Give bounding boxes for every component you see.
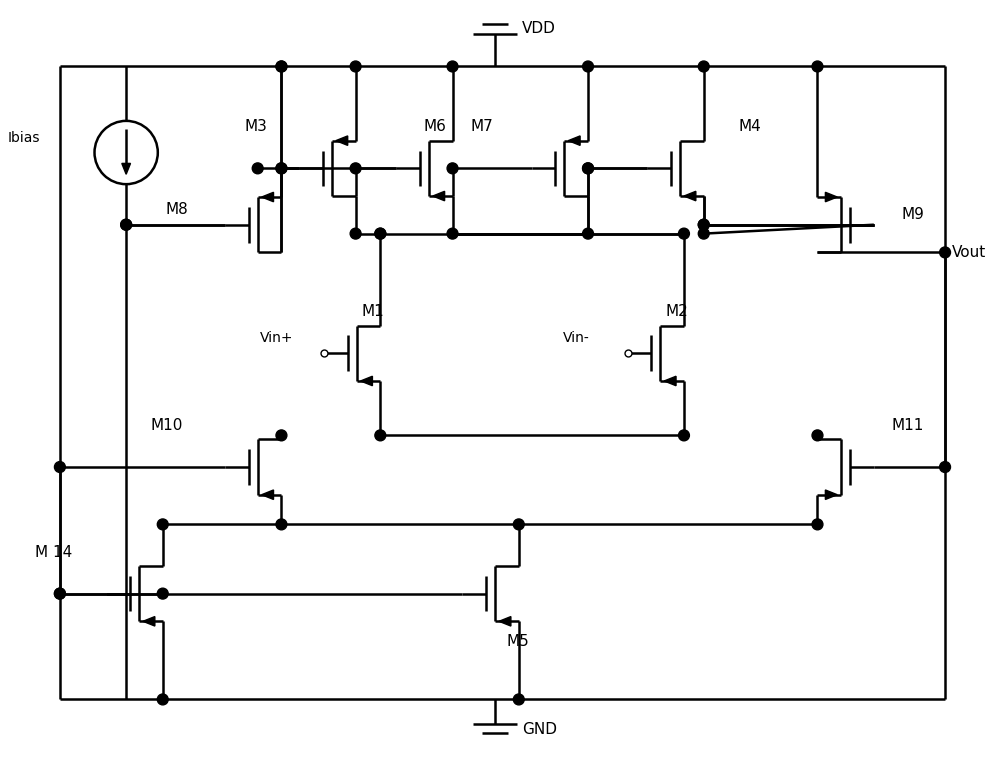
- Circle shape: [54, 462, 65, 472]
- Circle shape: [583, 61, 593, 72]
- Text: M1: M1: [362, 304, 384, 319]
- Circle shape: [513, 519, 524, 530]
- Text: M7: M7: [470, 119, 493, 134]
- Polygon shape: [825, 490, 837, 500]
- Circle shape: [812, 519, 823, 530]
- Circle shape: [583, 228, 593, 239]
- Circle shape: [375, 228, 386, 239]
- Circle shape: [940, 462, 950, 472]
- Polygon shape: [825, 193, 837, 202]
- Circle shape: [276, 163, 287, 174]
- Circle shape: [350, 163, 361, 174]
- Text: GND: GND: [522, 722, 557, 737]
- Polygon shape: [262, 490, 274, 500]
- Circle shape: [698, 61, 709, 72]
- Circle shape: [276, 61, 287, 72]
- Circle shape: [276, 519, 287, 530]
- Text: M 14: M 14: [35, 544, 72, 559]
- Polygon shape: [684, 191, 696, 201]
- Circle shape: [698, 219, 709, 230]
- Text: Ibias: Ibias: [7, 130, 40, 145]
- Circle shape: [121, 219, 132, 230]
- Circle shape: [252, 163, 263, 174]
- Text: M10: M10: [151, 418, 183, 433]
- Circle shape: [698, 228, 709, 239]
- Circle shape: [375, 228, 386, 239]
- Circle shape: [583, 163, 593, 174]
- Circle shape: [447, 61, 458, 72]
- Circle shape: [679, 228, 689, 239]
- Circle shape: [276, 61, 287, 72]
- Circle shape: [513, 694, 524, 705]
- Circle shape: [812, 430, 823, 441]
- Polygon shape: [361, 376, 372, 386]
- Circle shape: [583, 163, 593, 174]
- Circle shape: [157, 519, 168, 530]
- Text: M9: M9: [902, 208, 924, 222]
- Circle shape: [812, 61, 823, 72]
- Circle shape: [350, 61, 361, 72]
- Text: M6: M6: [424, 119, 447, 134]
- Text: Vin+: Vin+: [260, 331, 293, 346]
- Text: Vin-: Vin-: [563, 331, 590, 346]
- Text: M2: M2: [665, 304, 688, 319]
- Circle shape: [447, 163, 458, 174]
- Polygon shape: [262, 193, 274, 202]
- Polygon shape: [664, 376, 676, 386]
- Polygon shape: [433, 191, 445, 201]
- Circle shape: [276, 430, 287, 441]
- Text: M5: M5: [507, 634, 530, 649]
- Text: M11: M11: [892, 418, 924, 433]
- Text: M4: M4: [738, 119, 761, 134]
- Circle shape: [121, 219, 132, 230]
- Text: M8: M8: [166, 202, 188, 218]
- Circle shape: [698, 219, 709, 230]
- Text: Vout: Vout: [952, 245, 986, 260]
- Circle shape: [157, 588, 168, 599]
- Text: VDD: VDD: [522, 21, 556, 36]
- Circle shape: [447, 228, 458, 239]
- Text: M3: M3: [245, 119, 268, 134]
- Polygon shape: [568, 136, 580, 146]
- Circle shape: [940, 247, 950, 258]
- Polygon shape: [336, 136, 348, 146]
- Circle shape: [679, 430, 689, 441]
- Circle shape: [350, 228, 361, 239]
- Circle shape: [375, 430, 386, 441]
- Polygon shape: [499, 616, 511, 626]
- Polygon shape: [143, 616, 155, 626]
- Circle shape: [276, 163, 287, 174]
- Circle shape: [157, 694, 168, 705]
- Circle shape: [54, 588, 65, 599]
- Circle shape: [54, 588, 65, 599]
- Polygon shape: [122, 164, 131, 174]
